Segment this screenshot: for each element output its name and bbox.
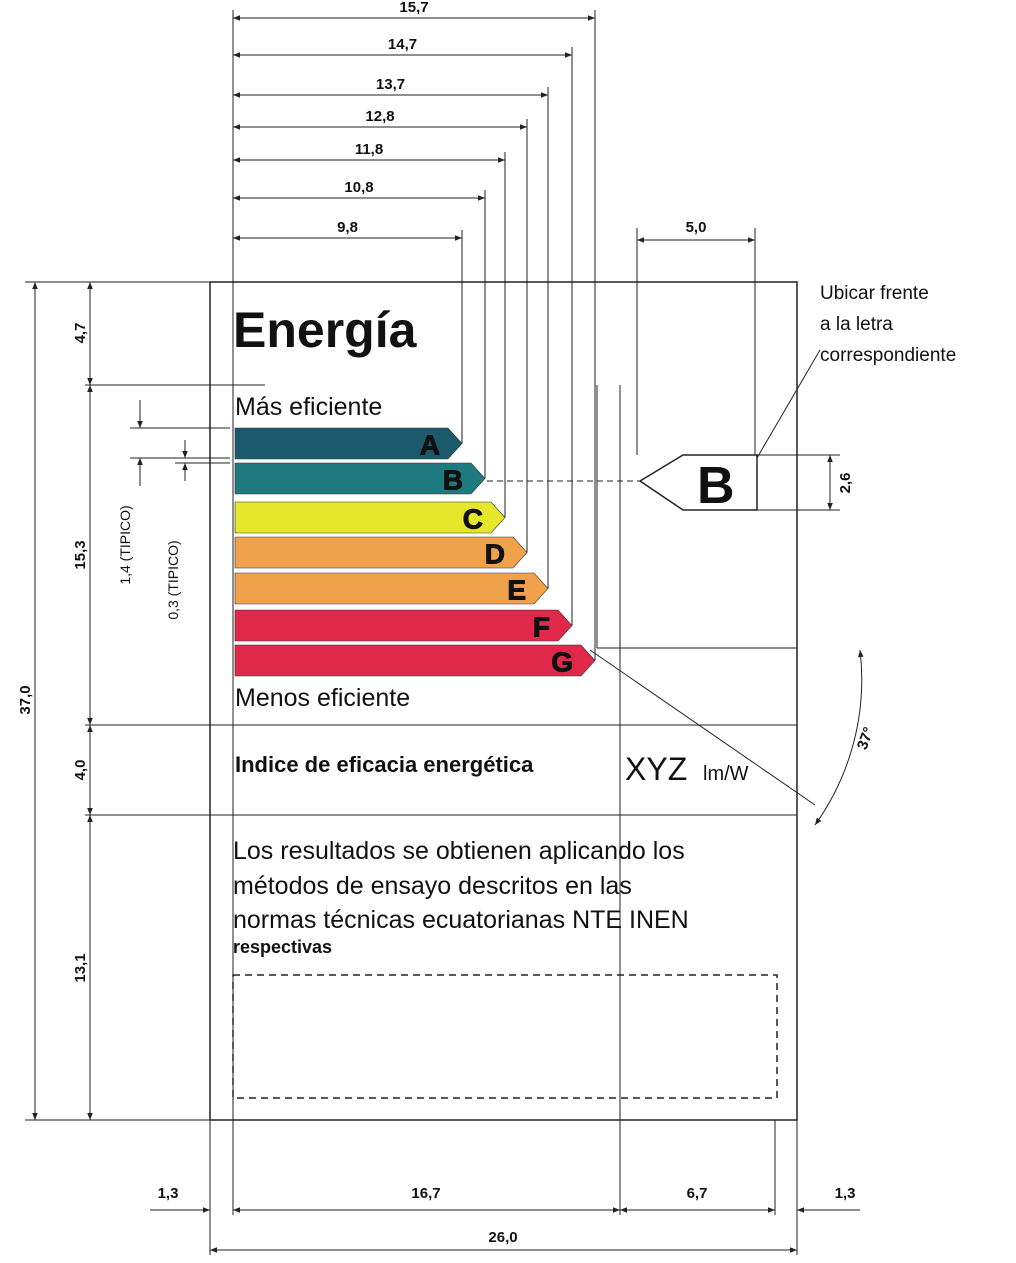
label-border (209, 281, 798, 1121)
dim-label: 5,0 (686, 219, 707, 236)
class-bar (234, 427, 463, 460)
index-label: Indice de eficacia energética (235, 752, 534, 777)
dim-label: 4,7 (72, 323, 89, 344)
layout-lines (25, 10, 864, 1255)
dim-label: 16,7 (411, 1185, 440, 1202)
index-unit: lm/W (703, 763, 749, 785)
class-letter: G (551, 647, 573, 678)
angle-label: 37° (854, 725, 878, 752)
indicator-letter: B (697, 457, 735, 515)
class-letter: C (463, 504, 483, 535)
top-text: Más eficiente (235, 393, 382, 421)
class-bar (234, 644, 596, 677)
dim-label: 0,3 (TIPICO) (165, 540, 181, 619)
footer-line: normas técnicas ecuatorianas NTE INEN (233, 906, 689, 934)
class-letter: E (507, 575, 526, 606)
class-letter: A (420, 430, 440, 461)
dim-label: 10,8 (344, 179, 373, 196)
class-bar (234, 609, 573, 642)
dim-label: 15,3 (72, 540, 89, 569)
dim-label: 26,0 (488, 1229, 517, 1246)
class-bar (234, 462, 486, 495)
dim-label: 2,6 (837, 473, 854, 494)
class-letter: B (443, 465, 463, 496)
dim-label: 37,0 (17, 685, 34, 714)
class-bar (234, 572, 549, 605)
dim-label: 15,7 (399, 0, 428, 16)
class-bar (234, 536, 528, 569)
dim-label: 6,7 (687, 1185, 708, 1202)
dim-label: 13,1 (72, 953, 89, 982)
bottom-text: Menos eficiente (235, 684, 410, 712)
note-line: Ubicar frente (820, 283, 929, 304)
note-line: a la letra (820, 314, 893, 335)
footer-line: respectivas (233, 937, 332, 957)
dim-label: 13,7 (376, 76, 405, 93)
dim-label: 9,8 (337, 219, 358, 236)
class-letter: D (485, 539, 505, 570)
note-line: correspondiente (820, 345, 956, 366)
index-value: XYZ (625, 751, 687, 787)
dim-label: 12,8 (365, 108, 394, 125)
dim-label: 1,3 (835, 1185, 856, 1202)
dim-label: 1,3 (158, 1185, 179, 1202)
dim-label: 14,7 (388, 36, 417, 53)
footer-line: Los resultados se obtienen aplicando los (233, 837, 685, 865)
class-bar (234, 501, 506, 534)
class-letter: F (533, 612, 550, 643)
dim-label: 1,4 (TIPICO) (117, 505, 133, 584)
footer-line: métodos de ensayo descritos en las (233, 872, 632, 900)
title: Energía (233, 302, 418, 358)
dim-label: 4,0 (72, 760, 89, 781)
dim-label: 11,8 (355, 141, 383, 158)
